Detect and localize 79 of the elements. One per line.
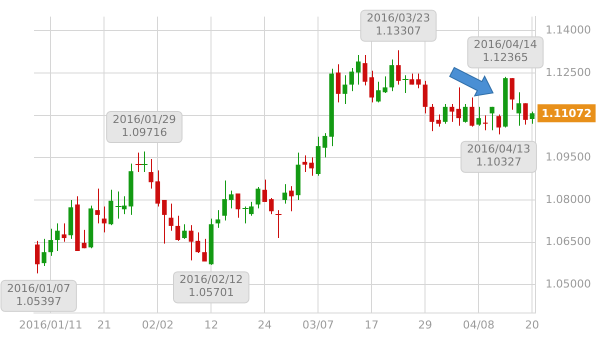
candlestick <box>336 64 341 103</box>
candlestick <box>349 67 354 92</box>
candlestick <box>48 228 54 256</box>
candlestick <box>148 158 154 190</box>
candlestick <box>416 73 421 89</box>
candlestick <box>289 186 294 212</box>
candlestick <box>222 180 227 222</box>
candlestick <box>396 50 401 86</box>
candlestick <box>108 189 114 226</box>
candlestick <box>155 170 160 207</box>
y-tick-label: 1.09500 <box>546 150 592 164</box>
candlestick <box>382 76 388 94</box>
x-tick-label: 03/07 <box>302 318 334 332</box>
candlestick <box>175 215 180 242</box>
candlestick <box>496 114 502 135</box>
y-tick-label: 1.12500 <box>546 66 592 79</box>
candlestick <box>62 222 66 242</box>
x-tick-label: 12 <box>204 318 218 332</box>
candlestick <box>55 222 60 252</box>
candlestick <box>389 58 394 92</box>
annotation: 2016/01/07 1.05397 <box>6 282 70 308</box>
candlestick <box>216 210 220 228</box>
x-tick-label: 02/02 <box>142 318 174 332</box>
y-tick-label: 1.05000 <box>546 277 592 290</box>
candlestick <box>422 80 428 114</box>
candlestick <box>202 238 207 262</box>
x-tick-label: 17 <box>364 318 379 332</box>
candlestick <box>188 224 194 261</box>
candlestick <box>182 224 187 240</box>
x-tick-label: 24 <box>258 318 272 332</box>
candlestick <box>369 70 374 103</box>
candlestick <box>436 114 441 128</box>
annotation: 2016/04/13 1.10327 <box>467 142 530 169</box>
candlestick <box>309 156 314 176</box>
candlestick <box>516 92 522 126</box>
candlestick <box>356 54 361 86</box>
candlestick <box>456 86 461 126</box>
candlestick <box>195 232 200 254</box>
candlestick <box>342 74 348 105</box>
candlestick <box>430 104 434 132</box>
candlestick <box>470 97 474 128</box>
candlestick <box>42 238 46 266</box>
candlestick <box>530 111 535 124</box>
x-tick-label: 20 <box>525 318 540 332</box>
candlestick <box>282 184 288 204</box>
candlestick <box>228 190 234 209</box>
candlestick <box>82 229 86 249</box>
candlestick <box>523 102 528 126</box>
candlestick <box>442 104 448 124</box>
text: 1.11072 <box>542 107 592 120</box>
candlestick <box>510 78 514 110</box>
candlestick <box>102 206 107 233</box>
candlestick <box>95 188 100 224</box>
x-tick-label: 04/08 <box>462 318 495 332</box>
candlestick <box>376 81 381 103</box>
candlestick <box>269 197 274 215</box>
x-tick-label: 2016/01/11 <box>19 318 82 332</box>
candlestick <box>462 104 468 124</box>
candlestick <box>322 132 328 158</box>
annotation: 2016/04/14 1.12365 <box>474 38 538 64</box>
x-tick-label: 29 <box>418 318 432 332</box>
candlestick <box>162 199 167 244</box>
candlestick <box>262 179 268 202</box>
candlestick <box>236 192 240 218</box>
annotation: 2016/03/23 1.13307 <box>366 12 430 38</box>
annotation: 2016/01/29 1.09716 <box>112 112 176 139</box>
y-tick-label: 1.06500 <box>546 235 592 248</box>
annotation: 2016/02/12 1.05701 <box>180 273 243 300</box>
y-tick-label: 1.14000 <box>546 24 592 37</box>
x-tick-label: 21 <box>97 318 112 332</box>
candlestick <box>476 106 482 126</box>
candlestick <box>450 104 454 122</box>
candlestick <box>168 203 174 232</box>
candlestick <box>256 186 260 209</box>
candlestick <box>35 240 40 274</box>
y-tick-label: 1.08000 <box>546 192 592 206</box>
candlestick <box>490 106 494 131</box>
candlestick <box>362 54 368 86</box>
candlestick <box>483 114 488 131</box>
